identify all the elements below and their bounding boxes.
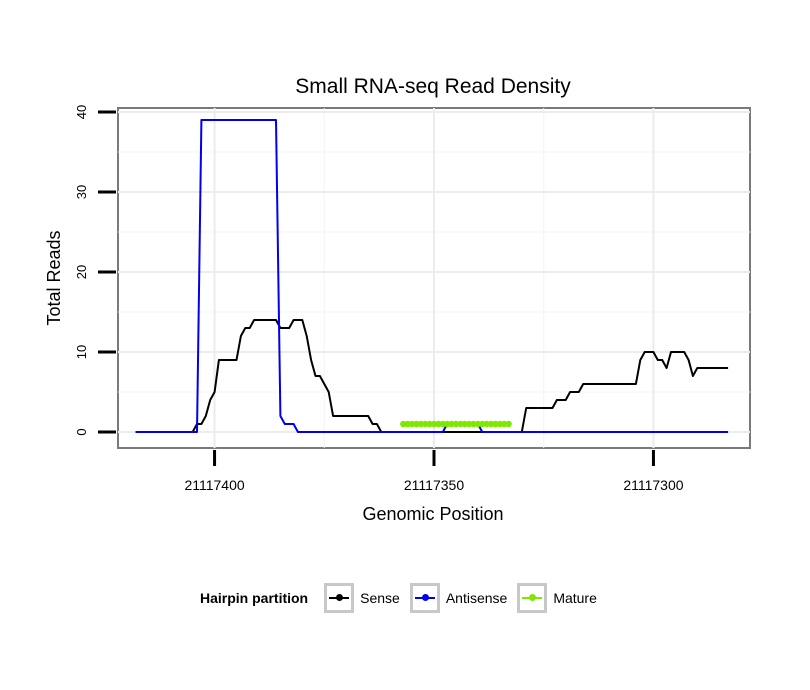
legend-label-sense: Sense: [360, 590, 400, 606]
series-point-mature: [400, 420, 407, 428]
series-point-mature: [404, 420, 411, 428]
series-point-mature: [452, 420, 460, 428]
legend: Hairpin partition Sense Antisense Mature: [200, 578, 607, 618]
x-tick-label: 21117350: [404, 477, 464, 493]
legend-title: Hairpin partition: [200, 590, 309, 606]
series-point-mature: [417, 420, 425, 428]
series-point-mature: [483, 420, 490, 428]
series-point-mature: [413, 420, 420, 428]
y-tick-label: 10: [74, 345, 89, 359]
legend-label-mature: Mature: [553, 590, 597, 606]
y-tick-label: 0: [74, 428, 89, 435]
series-point-mature: [487, 420, 495, 428]
x-tick-label: 21117300: [623, 477, 683, 493]
legend-item-sense: Sense: [324, 583, 400, 613]
series-point-mature: [461, 420, 468, 428]
legend-item-mature: Mature: [517, 583, 597, 613]
series-point-mature: [474, 420, 482, 428]
series-point-mature: [505, 420, 512, 428]
series-point-mature: [430, 420, 438, 428]
series-point-mature: [496, 420, 504, 428]
series-point-mature: [448, 420, 455, 428]
series-point-mature: [443, 420, 451, 428]
series-point-mature: [422, 420, 429, 428]
legend-label-antisense: Antisense: [445, 590, 508, 606]
legend-key-mature: [517, 583, 548, 613]
series-point-mature: [439, 420, 446, 428]
x-axis-label: Genomic Position: [362, 504, 503, 524]
series-point-mature: [492, 420, 499, 428]
y-axis-label: Total Reads: [44, 230, 64, 325]
series-point-mature: [479, 420, 486, 428]
series-point-mature: [501, 420, 508, 428]
legend-key-antisense: [409, 583, 440, 613]
series-layer: [135, 119, 729, 433]
chart-title: Small RNA-seq Read Density: [295, 75, 571, 98]
legend-item-antisense: Antisense: [409, 583, 508, 613]
y-tick-label: 40: [74, 105, 89, 119]
y-tick-label: 30: [74, 185, 89, 199]
series-point-mature: [435, 420, 442, 428]
series-point-mature: [457, 420, 464, 428]
y-tick-label: 20: [74, 265, 89, 279]
series-point-mature: [465, 420, 473, 428]
legend-key-sense: [324, 583, 355, 613]
axes-layer: 0 10 20 30 40 21117400 21117350 21117300: [74, 105, 684, 493]
series-point-mature: [470, 420, 477, 428]
series-point-mature: [408, 420, 416, 428]
series-point-mature: [426, 420, 433, 428]
x-tick-label: 21117400: [184, 477, 244, 493]
